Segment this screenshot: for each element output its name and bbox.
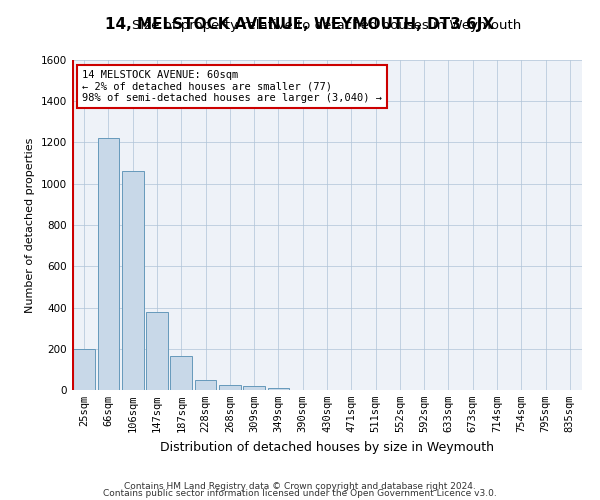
Bar	[243, 386, 265, 390]
Title: Size of property relative to detached houses in Weymouth: Size of property relative to detached ho…	[133, 20, 521, 32]
Bar	[170, 356, 192, 390]
Text: Contains HM Land Registry data © Crown copyright and database right 2024.: Contains HM Land Registry data © Crown c…	[124, 482, 476, 491]
Text: Contains public sector information licensed under the Open Government Licence v3: Contains public sector information licen…	[103, 489, 497, 498]
Text: 14, MELSTOCK AVENUE, WEYMOUTH, DT3 6JX: 14, MELSTOCK AVENUE, WEYMOUTH, DT3 6JX	[106, 18, 494, 32]
Bar	[122, 172, 143, 390]
Bar	[97, 138, 119, 390]
X-axis label: Distribution of detached houses by size in Weymouth: Distribution of detached houses by size …	[160, 440, 494, 454]
Y-axis label: Number of detached properties: Number of detached properties	[25, 138, 35, 312]
Bar	[194, 380, 217, 390]
Bar	[146, 312, 168, 390]
Bar	[73, 349, 95, 390]
Bar	[268, 388, 289, 390]
Bar	[219, 385, 241, 390]
Text: 14 MELSTOCK AVENUE: 60sqm
← 2% of detached houses are smaller (77)
98% of semi-d: 14 MELSTOCK AVENUE: 60sqm ← 2% of detach…	[82, 70, 382, 103]
